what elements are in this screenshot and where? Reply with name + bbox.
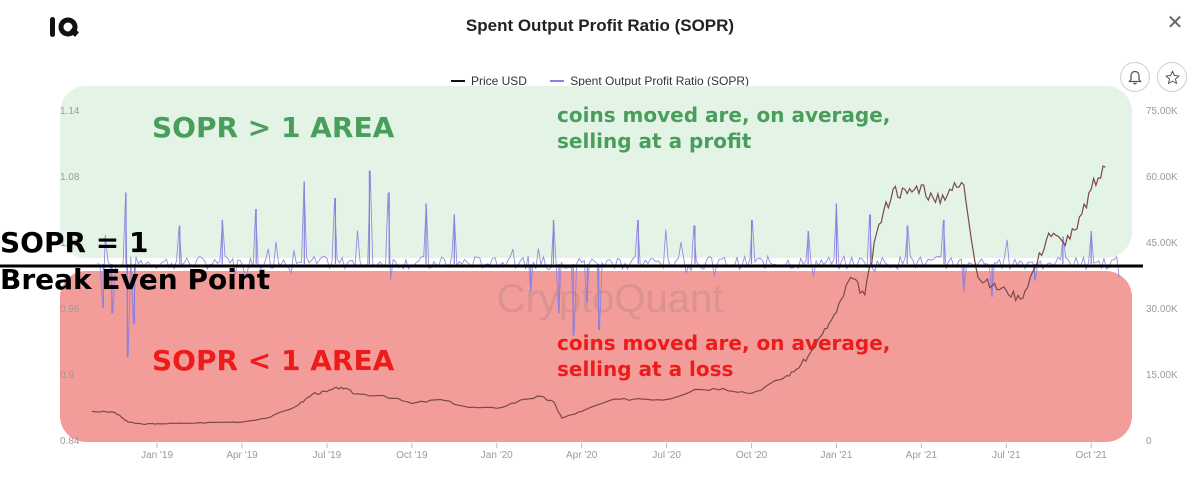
left-axis-tick: 1.14 bbox=[60, 106, 80, 117]
x-axis-tick-label: Oct '20 bbox=[736, 450, 768, 461]
break-even-label-line1: SOPR = 1 bbox=[0, 226, 149, 259]
legend-item-price[interactable]: Price USD bbox=[450, 74, 527, 88]
x-axis-tick-label: Apr '20 bbox=[566, 450, 598, 461]
right-axis-tick: 0 bbox=[1146, 436, 1152, 447]
sopr-line bbox=[97, 170, 1120, 358]
x-axis-tick-label: Oct '19 bbox=[396, 450, 428, 461]
legend-label-price: Price USD bbox=[470, 74, 527, 88]
lower-area-label: SOPR < 1 AREA bbox=[152, 344, 395, 377]
right-axis-tick: 75.00K bbox=[1146, 106, 1178, 117]
x-axis-tick-label: Jan '21 bbox=[820, 450, 852, 461]
chart-legend: Price USD Spent Output Profit Ratio (SOP… bbox=[0, 71, 1200, 88]
left-axis-tick: 0.9 bbox=[60, 370, 74, 381]
star-button[interactable] bbox=[1157, 62, 1187, 92]
x-axis-tick-label: Jul '19 bbox=[313, 450, 342, 461]
profit-area bbox=[60, 86, 1132, 258]
right-axis-tick: 60.00K bbox=[1146, 172, 1178, 183]
legend-item-sopr[interactable]: Spent Output Profit Ratio (SOPR) bbox=[550, 74, 749, 88]
close-icon[interactable]: ✕ bbox=[1166, 12, 1184, 34]
legend-label-sopr: Spent Output Profit Ratio (SOPR) bbox=[570, 74, 750, 88]
legend-swatch-sopr bbox=[550, 80, 565, 82]
lower-note-line1: coins moved are, on average, bbox=[557, 331, 890, 355]
right-axis-tick: 15.00K bbox=[1146, 370, 1178, 381]
watermark: CryptoQuant bbox=[497, 277, 724, 321]
x-axis-tick-label: Jan '20 bbox=[481, 450, 513, 461]
upper-note-line1: coins moved are, on average, bbox=[557, 103, 890, 127]
upper-note-line2: selling at a profit bbox=[557, 129, 752, 153]
star-icon bbox=[1165, 70, 1179, 84]
left-axis-tick: 0.96 bbox=[60, 304, 80, 315]
legend-swatch-price bbox=[450, 80, 465, 82]
break-even-label-line2: Break Even Point bbox=[0, 263, 270, 296]
right-axis-tick: 30.00K bbox=[1146, 304, 1178, 315]
x-axis-tick-label: Jul '20 bbox=[652, 450, 681, 461]
price-line bbox=[91, 165, 1106, 426]
left-axis-tick: 0.84 bbox=[60, 436, 80, 447]
upper-area-label: SOPR > 1 AREA bbox=[152, 111, 395, 144]
right-axis-tick: 45.00K bbox=[1146, 238, 1178, 249]
x-axis-tick-label: Jul '21 bbox=[992, 450, 1021, 461]
lower-note-line2: selling at a loss bbox=[557, 357, 733, 381]
left-axis-tick: 1.08 bbox=[60, 172, 80, 183]
cryptoquant-logo-icon bbox=[50, 17, 79, 37]
x-axis-tick-label: Oct '21 bbox=[1076, 450, 1108, 461]
bell-button[interactable] bbox=[1120, 62, 1150, 92]
chart-title: Spent Output Profit Ratio (SOPR) bbox=[465, 16, 735, 35]
left-axis-tick: 1.02 bbox=[60, 238, 80, 249]
x-axis-tick-label: Apr '21 bbox=[906, 450, 938, 461]
x-axis-tick-label: Jan '19 bbox=[141, 450, 173, 461]
bell-icon bbox=[1128, 70, 1142, 84]
loss-area bbox=[60, 271, 1132, 442]
x-axis-tick-label: Apr '19 bbox=[226, 450, 258, 461]
